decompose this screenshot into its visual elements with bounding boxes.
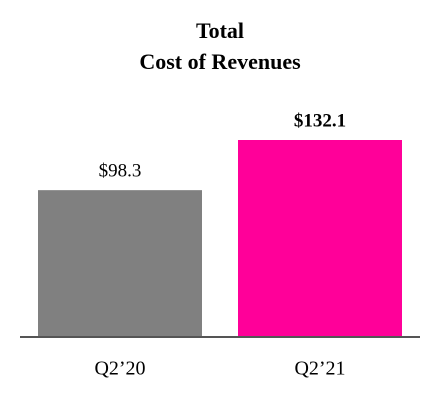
bar — [238, 140, 402, 336]
x-tick-label: Q2’21 — [294, 358, 345, 380]
bar — [38, 190, 202, 336]
value-label: $132.1 — [294, 110, 346, 131]
chart-title: Total — [196, 18, 244, 43]
x-tick-label: Q2’20 — [94, 358, 145, 380]
chart-title: Cost of Revenues — [139, 49, 301, 74]
value-label: $98.3 — [99, 161, 142, 182]
